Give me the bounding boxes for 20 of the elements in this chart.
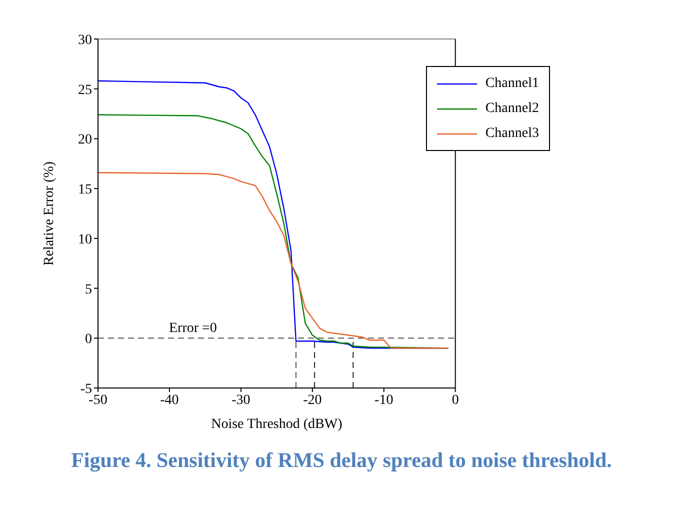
y-tick-label: 10: [78, 232, 92, 248]
y-tick-label: 0: [85, 332, 92, 348]
y-axis-title: Relative Error (%): [42, 161, 57, 266]
x-axis-title: Noise Threshod (dBW): [211, 417, 343, 432]
legend-label: Channel3: [485, 126, 539, 142]
y-tick-label: 25: [78, 82, 92, 98]
y-tick-label: 30: [78, 32, 92, 48]
line-series: [98, 172, 449, 349]
x-tick-label: -10: [374, 392, 394, 408]
legend-label: Channel2: [485, 100, 539, 116]
x-tick-label: -40: [160, 392, 179, 408]
y-tick-label: 20: [78, 132, 92, 148]
x-tick-label: -20: [303, 392, 322, 408]
y-tick-label: 5: [85, 282, 92, 298]
legend-label: Channel1: [485, 76, 539, 92]
y-tick-label: 15: [78, 182, 92, 198]
x-tick-label: 0: [452, 392, 459, 408]
x-tick-label: -30: [232, 392, 250, 408]
caption: Figure 4. Sensitivity of RMS delay spread to noise threshold.: [70, 448, 613, 473]
ref-line-label: Error =0: [169, 321, 217, 336]
